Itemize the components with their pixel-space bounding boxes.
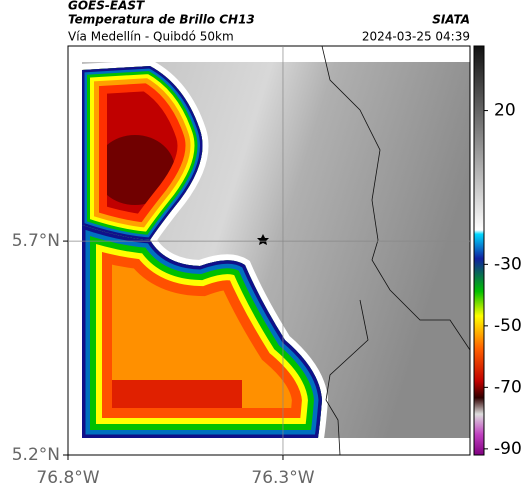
product: Temperatura de Brillo CH13 [68,13,255,27]
station-marker [257,234,269,245]
colorbar-tick-label: -30 [494,254,522,274]
map-frame [67,45,471,456]
colorbar [473,45,485,456]
colorbar-tick-label: -90 [494,439,522,459]
datetime: 2024-03-25 04:39 [362,30,470,44]
x-tick-label: 76.8°W [36,468,99,488]
colorbar-tick-label: 20 [494,101,516,121]
x-tick-label: 76.3°W [251,468,314,488]
y-tick-label: 5.2°N [12,445,60,465]
convective-cell [82,66,203,240]
map-image [82,46,470,455]
satellite: GOES-EAST [68,0,145,13]
colorbar-tick-label: -70 [494,377,522,397]
y-tick-label: 5.7°N [12,231,60,251]
route: Vía Medellín - Quibdó 50km [68,30,234,44]
colorbar-tick-label: -50 [494,316,522,336]
convective-cell [82,225,322,438]
border [325,299,369,455]
agency: SIATA [432,13,470,27]
border [321,46,470,351]
